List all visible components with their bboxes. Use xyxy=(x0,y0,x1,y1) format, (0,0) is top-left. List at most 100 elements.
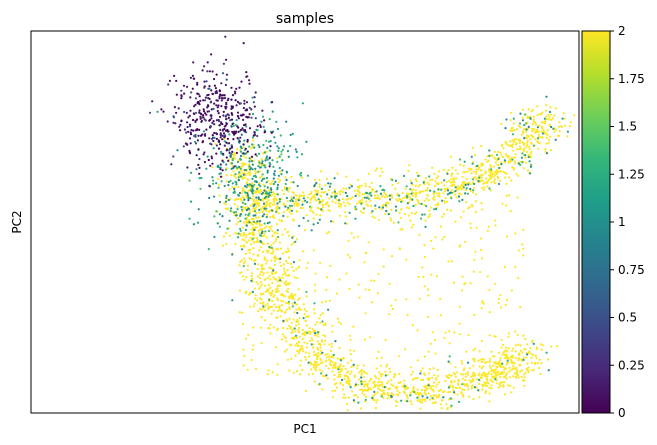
scatter-point xyxy=(210,157,214,160)
scatter-point xyxy=(433,198,436,201)
scatter-point xyxy=(253,210,257,213)
scatter-point xyxy=(438,170,441,173)
scatter-point xyxy=(348,334,352,337)
scatter-point xyxy=(367,386,370,389)
scatter-point xyxy=(423,355,426,358)
scatter-point xyxy=(239,232,242,236)
scatter-point xyxy=(477,378,481,381)
scatter-point xyxy=(309,361,312,364)
scatter-point xyxy=(443,337,446,340)
scatter-point xyxy=(521,243,524,246)
scatter-point xyxy=(431,166,434,169)
scatter-point xyxy=(424,386,427,389)
scatter-point xyxy=(269,149,272,152)
scatter-point xyxy=(304,358,308,361)
scatter-point xyxy=(501,202,504,205)
scatter-point xyxy=(385,209,388,213)
scatter-point xyxy=(195,118,199,121)
scatter-point xyxy=(508,370,511,373)
scatter-point xyxy=(380,381,383,384)
scatter-point xyxy=(424,177,428,180)
scatter-point xyxy=(481,179,484,182)
scatter-point xyxy=(376,292,379,295)
scatter-point xyxy=(405,206,409,209)
scatter-point xyxy=(270,246,273,249)
scatter-point xyxy=(175,79,178,82)
scatter-point xyxy=(284,182,287,186)
scatter-point xyxy=(465,187,468,190)
scatter-point xyxy=(442,213,445,216)
scatter-point xyxy=(522,334,525,337)
scatter-point xyxy=(521,161,524,164)
scatter-point xyxy=(277,212,280,215)
scatter-point xyxy=(237,178,240,181)
scatter-point xyxy=(240,205,243,209)
scatter-point xyxy=(341,198,345,201)
scatter-point xyxy=(313,380,316,383)
scatter-point xyxy=(225,163,228,166)
scatter-point xyxy=(488,392,491,395)
scatter-point xyxy=(242,124,246,127)
scatter-point xyxy=(331,389,334,392)
scatter-point xyxy=(248,183,252,186)
scatter-point xyxy=(252,226,255,229)
scatter-point xyxy=(391,307,394,311)
scatter-point xyxy=(293,311,296,314)
scatter-point xyxy=(307,219,310,222)
scatter-point xyxy=(263,207,266,210)
scatter-point xyxy=(173,74,176,77)
scatter-point xyxy=(227,198,231,202)
scatter-point xyxy=(212,139,215,143)
scatter-point xyxy=(277,147,280,150)
scatter-point xyxy=(284,272,287,275)
scatter-point xyxy=(194,142,198,145)
scatter-point xyxy=(359,199,362,202)
scatter-point xyxy=(317,355,320,358)
scatter-point xyxy=(558,130,561,133)
scatter-point xyxy=(286,358,289,361)
scatter-point xyxy=(225,103,228,106)
scatter-point xyxy=(311,372,315,375)
scatter-point xyxy=(547,369,550,372)
scatter-point xyxy=(499,151,502,154)
scatter-point xyxy=(210,114,213,118)
scatter-point xyxy=(517,174,520,177)
scatter-point xyxy=(357,371,361,374)
scatter-point xyxy=(293,276,296,279)
scatter-point xyxy=(198,95,201,98)
scatter-point xyxy=(273,203,276,206)
scatter-point xyxy=(326,201,329,204)
scatter-point xyxy=(263,151,266,154)
scatter-point xyxy=(257,152,261,155)
scatter-point xyxy=(251,96,254,99)
scatter-point xyxy=(526,150,529,154)
scatter-point xyxy=(439,403,443,406)
scatter-point xyxy=(331,370,334,373)
scatter-point xyxy=(260,316,263,319)
scatter-point xyxy=(224,135,227,138)
scatter-point xyxy=(423,213,426,216)
scatter-point xyxy=(477,374,480,377)
scatter-point xyxy=(475,378,478,381)
scatter-point xyxy=(352,349,356,352)
scatter-point xyxy=(490,369,493,372)
scatter-point xyxy=(272,276,275,279)
scatter-point xyxy=(186,121,189,124)
scatter-point xyxy=(289,144,292,148)
scatter-point xyxy=(379,373,382,376)
scatter-point xyxy=(291,302,294,305)
scatter-point xyxy=(348,211,351,214)
scatter-point xyxy=(534,138,537,141)
scatter-point xyxy=(188,137,192,140)
scatter-point xyxy=(238,289,241,292)
scatter-point xyxy=(418,191,421,194)
scatter-point xyxy=(511,158,514,161)
scatter-point xyxy=(180,94,183,97)
scatter-point xyxy=(178,125,181,128)
scatter-point xyxy=(279,308,282,312)
scatter-point xyxy=(510,127,513,130)
scatter-point xyxy=(519,126,522,129)
scatter-point xyxy=(472,374,475,377)
scatter-point xyxy=(271,305,274,308)
scatter-point xyxy=(260,342,263,345)
